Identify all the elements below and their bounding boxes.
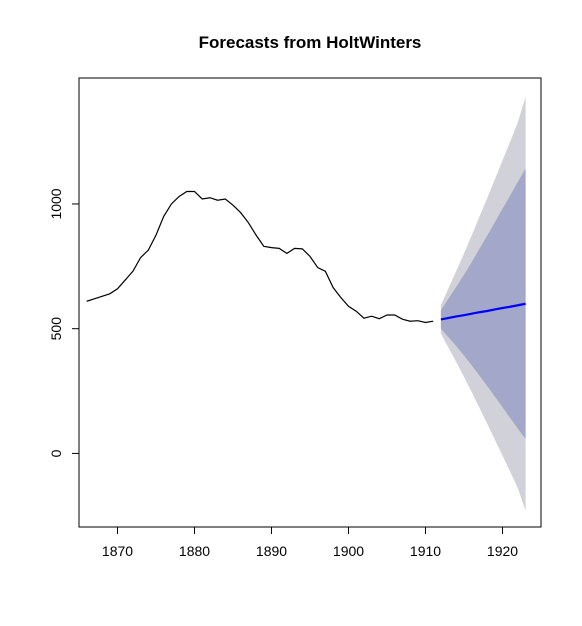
chart-title: Forecasts from HoltWinters (199, 33, 422, 52)
x-tick-label: 1880 (179, 543, 210, 559)
y-tick-label: 0 (48, 449, 64, 457)
series-lines (86, 190, 526, 324)
band-80 (440, 168, 526, 439)
x-tick-label: 1890 (256, 543, 287, 559)
observed-series-line (86, 190, 434, 324)
y-tick-label: 500 (48, 317, 64, 341)
x-tick-label: 1920 (487, 543, 518, 559)
x-tick-label: 1910 (410, 543, 441, 559)
x-tick-label: 1900 (333, 543, 364, 559)
prediction-intervals (440, 96, 526, 511)
x-tick-label: 1870 (102, 543, 133, 559)
x-axis: 1870 1880 1890 1900 1910 1920 (102, 526, 518, 559)
y-axis: 0 500 1000 (48, 188, 80, 457)
y-tick-label: 1000 (48, 188, 64, 219)
forecast-mean-line (440, 302, 526, 321)
